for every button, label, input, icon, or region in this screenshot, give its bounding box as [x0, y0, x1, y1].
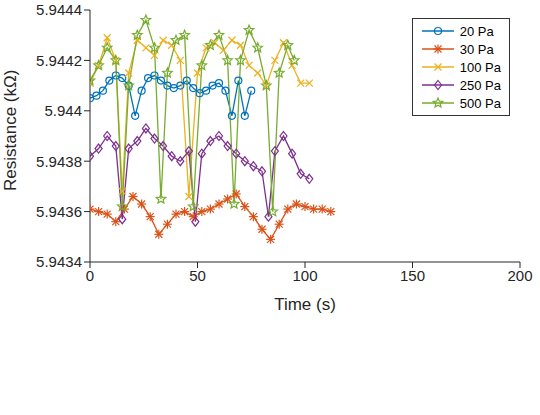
svg-text:100: 100	[292, 267, 317, 284]
html-text:500 Pa: 500 Pa	[459, 95, 501, 111]
html-text:250 Pa: 250 Pa	[459, 77, 501, 93]
svg-text:5.9444: 5.9444	[36, 1, 82, 18]
html-text:20 Pa: 20 Pa	[459, 23, 494, 39]
svg-text:Time (s): Time (s)	[274, 295, 336, 314]
svg-text:Resistance (kΩ): Resistance (kΩ)	[1, 70, 20, 191]
svg-text:200: 200	[507, 267, 532, 284]
svg-text:5.9438: 5.9438	[36, 153, 82, 170]
svg-text:5.9442: 5.9442	[36, 52, 82, 69]
svg-text:5.9436: 5.9436	[36, 203, 82, 220]
svg-text:5.9434: 5.9434	[36, 253, 82, 270]
svg-text:5.944: 5.944	[44, 102, 82, 119]
html-text:100 Pa: 100 Pa	[459, 59, 501, 75]
svg-text:0: 0	[86, 267, 94, 284]
svg-text:150: 150	[400, 267, 425, 284]
html-text:30 Pa: 30 Pa	[459, 41, 494, 57]
svg-text:50: 50	[189, 267, 206, 284]
